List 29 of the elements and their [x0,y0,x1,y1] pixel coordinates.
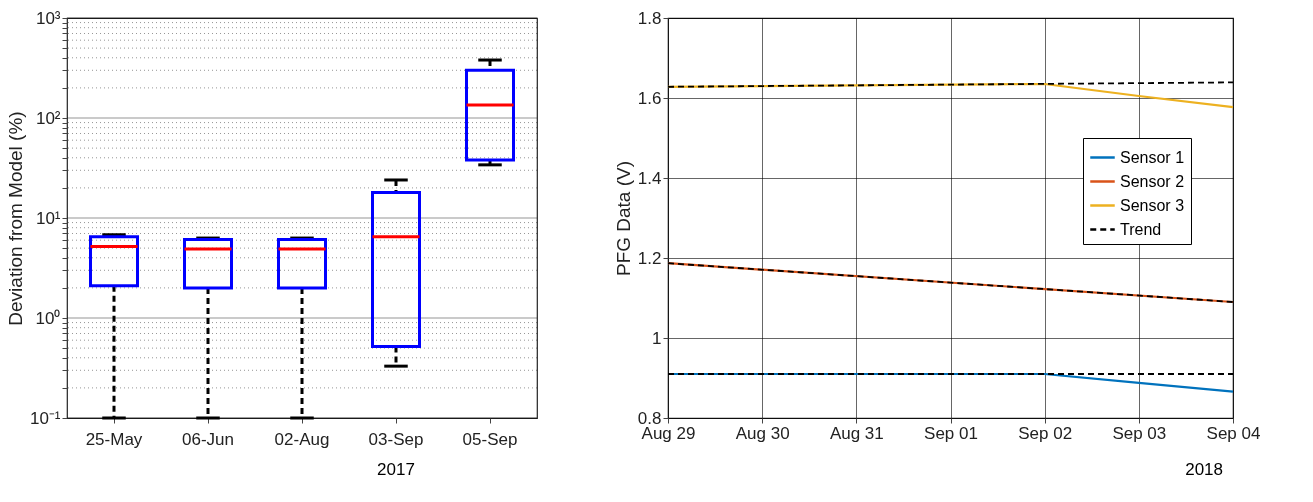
x-tick-label: 25-May [85,429,143,449]
y-tick-label: 1.8 [637,8,662,28]
y-tick-label: 10² [35,108,61,128]
y-axis-title: Deviation from Model (%) [4,111,26,326]
y-tick-label: 1.4 [637,168,662,188]
x-tick-label: Sep 01 [924,423,978,443]
x-tick-label: Sep 02 [1018,423,1073,443]
legend-label: Sensor 3 [1120,196,1185,214]
y-tick-label: 1.6 [637,88,662,108]
y-tick-label: 10¹ [35,208,61,228]
x-tick-label: Aug 31 [829,423,884,443]
x-tick-label: Sep 04 [1206,423,1261,443]
x-tick-label: 03-Sep [368,429,424,449]
y-tick-label: 1 [652,328,662,348]
y-tick-label: 1.2 [637,248,662,268]
x-tick-label: 05-Sep [462,429,518,449]
text: 2018 [1185,460,1223,479]
legend-label: Sensor 2 [1120,172,1185,190]
x-tick-label: Aug 30 [735,423,790,443]
text: 2017 [377,460,415,479]
x-tick-label: Sep 03 [1112,423,1167,443]
y-tick-label: 10⁻¹ [29,408,61,428]
legend-label: Sensor 1 [1120,148,1185,166]
x-tick-label: 02-Aug [274,429,330,449]
y-tick-label: 10⁰ [35,308,61,328]
y-axis-title: PFG Data (V) [612,160,634,277]
x-tick-label: 06-Jun [182,429,234,449]
legend-label: Trend [1120,220,1162,238]
y-tick-label: 10³ [35,8,61,28]
